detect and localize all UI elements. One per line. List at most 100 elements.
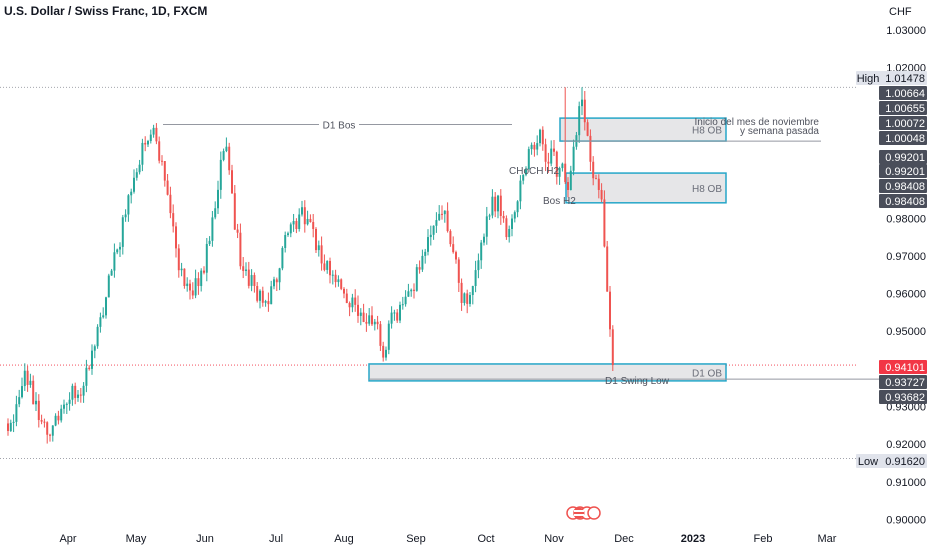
candle [102, 307, 105, 319]
candle-body [172, 213, 175, 227]
candle [130, 188, 133, 204]
candle-body [499, 195, 502, 216]
candle [460, 278, 463, 311]
candle-body [133, 177, 135, 192]
candle [480, 239, 483, 269]
candle-body [357, 304, 359, 316]
candlestick-series [7, 87, 614, 444]
candle-body [348, 303, 351, 308]
candle [208, 236, 211, 246]
candle-body [457, 259, 460, 283]
price-level-label: 0.98408 [879, 179, 927, 193]
candle-body [474, 270, 477, 287]
candle-body [432, 225, 435, 235]
candle-body [284, 235, 287, 248]
candle-body [116, 249, 119, 253]
time-tick-label: Jul [269, 533, 283, 545]
price-label-value: 1.01478 [885, 73, 925, 85]
candle [348, 301, 351, 317]
candle [225, 137, 228, 153]
candle [589, 129, 592, 172]
candle [382, 341, 385, 362]
order-block-label: D1 OB [692, 368, 722, 379]
candle-body [144, 142, 147, 145]
candle-body [270, 286, 273, 305]
candle [331, 270, 334, 285]
candle-body [177, 248, 180, 271]
candle [172, 204, 175, 233]
candle-body [26, 370, 29, 385]
candle-body [7, 423, 9, 431]
candle [233, 184, 236, 231]
candle [415, 264, 418, 292]
candle [410, 288, 413, 297]
candle-body [421, 255, 424, 270]
candle-body [368, 315, 371, 324]
time-axis: Apr May Jun Jul Aug Sep Oct Nov Dec 2023 Feb Mar [59, 533, 836, 545]
candle [194, 269, 197, 299]
price-label-value: 0.99201 [885, 152, 925, 164]
candle [488, 213, 491, 221]
candle-body [110, 270, 113, 276]
candle-body [99, 317, 102, 327]
price-label-bg [879, 375, 927, 389]
candle [121, 214, 124, 255]
candle-body [169, 194, 172, 214]
candle [35, 392, 37, 411]
price-label-bg [879, 150, 927, 164]
price-label-value: 0.98408 [885, 181, 925, 193]
candle [365, 313, 368, 332]
candle-body [351, 297, 354, 308]
candle-body [390, 312, 393, 324]
candle-body [371, 315, 373, 325]
candle-body [480, 242, 483, 261]
candle-body [18, 397, 21, 405]
price-level-label: 0.99201 [879, 150, 927, 164]
candle [247, 261, 250, 289]
candle-body [385, 349, 387, 358]
price-level-label: 0.94101 [879, 360, 927, 374]
candle [292, 213, 295, 232]
candle-body [567, 182, 569, 191]
price-label-value: 0.98408 [885, 196, 925, 208]
candle [21, 377, 23, 399]
flag-stripe [574, 514, 584, 516]
candle-body [410, 289, 413, 292]
candle-body [513, 212, 516, 219]
candle [32, 375, 35, 405]
candle-body [527, 149, 530, 170]
candle-body [35, 400, 37, 405]
candle [611, 325, 614, 371]
time-tick-label: Jun [196, 533, 214, 545]
candle-body [250, 275, 253, 286]
candle-body [119, 246, 121, 250]
candle-body [516, 201, 519, 213]
price-level-label: 0.98408 [879, 194, 927, 208]
candle [438, 205, 441, 221]
annotations: D1 Bos CHoCH H2 Bos H2 Inicio del mes de no… [163, 117, 881, 387]
candle [46, 421, 49, 444]
candle [533, 142, 536, 157]
candle [446, 202, 449, 233]
candle-body [273, 279, 275, 287]
candle [166, 174, 169, 196]
candle [77, 389, 79, 402]
candle-body [519, 180, 522, 202]
candle-body [578, 106, 581, 136]
candle-body [592, 161, 595, 179]
candle-body [175, 226, 177, 249]
candle-body [68, 399, 71, 404]
candle-body [275, 279, 278, 283]
candle [312, 214, 315, 238]
candle [180, 262, 183, 277]
candle [74, 382, 77, 405]
price-label-tag-bg [856, 71, 881, 85]
candle-body [281, 247, 284, 269]
candle-body [130, 191, 133, 196]
candle-body [491, 196, 494, 216]
candle-body [317, 245, 320, 251]
candle-body [264, 301, 267, 303]
candle [155, 123, 158, 145]
